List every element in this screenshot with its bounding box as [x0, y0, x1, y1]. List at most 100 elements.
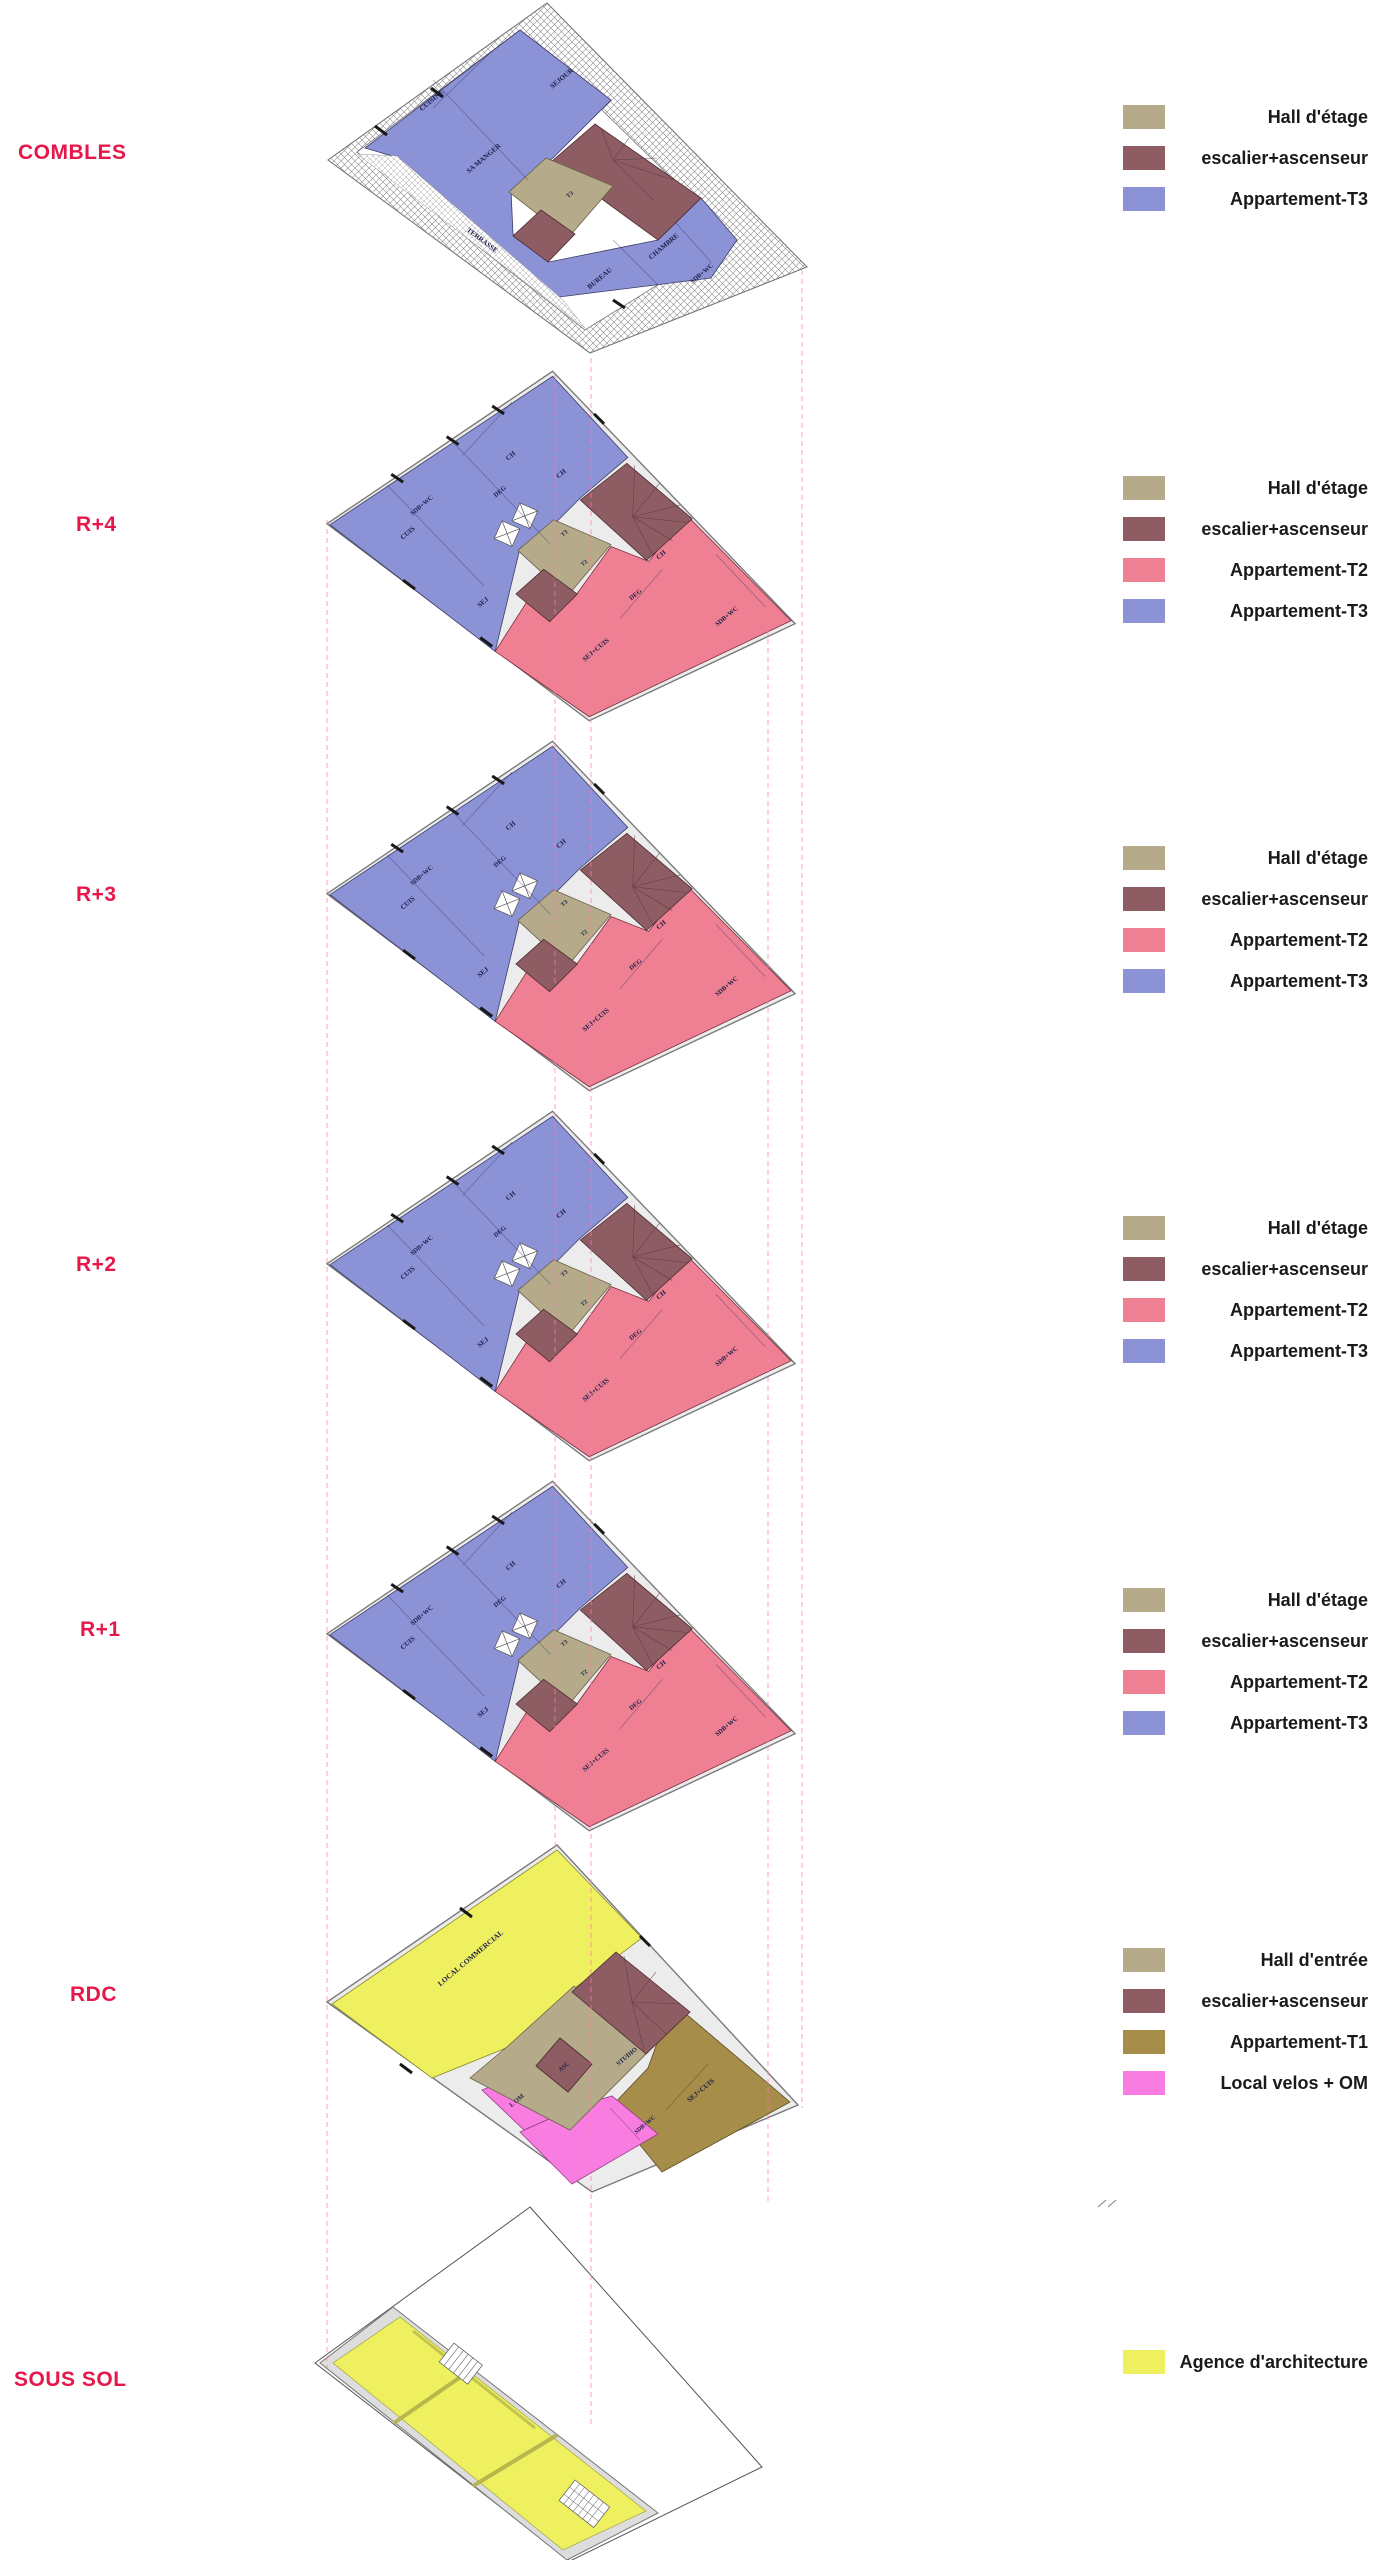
break-mark [1097, 2199, 1117, 2208]
interior-partitions [609, 2063, 709, 2141]
legend-swatch [1123, 1257, 1165, 1281]
legend-soussol: Agence d'architecture [1123, 2350, 1368, 2374]
legend-swatch [1123, 1216, 1165, 1240]
grid-block [558, 2479, 611, 2529]
legend-swatch [1123, 2030, 1165, 2054]
legend-label: Appartement-T2 [1229, 930, 1368, 950]
plan-combles: CUISINE SEJOUR SA MANGER CHAMBRE BUREAU … [327, 2, 808, 354]
elevator-core [512, 209, 576, 263]
legend-item: Hall d'étage [1123, 105, 1368, 129]
legend-item: Hall d'étage [1123, 476, 1368, 500]
plan-r2 [318, 1106, 803, 1468]
legend-r3: Hall d'étage escalier+ascenseur Appartem… [1123, 846, 1368, 993]
plan-r1 [318, 1476, 803, 1838]
legend-item: Appartement-T3 [1123, 599, 1368, 623]
stair-fan [600, 127, 674, 201]
legend-swatch [1123, 558, 1165, 582]
wall-ticks [399, 1906, 652, 2075]
legend-item: Appartement-T2 [1123, 558, 1368, 582]
legend-label: Hall d'étage [1267, 848, 1368, 868]
legend-swatch [1123, 846, 1165, 870]
stair-core [550, 123, 702, 241]
floor-label-r4: R+4 [76, 513, 117, 536]
plan-r3 [318, 736, 803, 1098]
legend-rdc: Hall d'entrée escalier+ascenseur Apparte… [1123, 1948, 1368, 2095]
plan-r4 [318, 366, 803, 728]
legend-item: Agence d'architecture [1123, 2350, 1368, 2374]
legend-item: Hall d'étage [1123, 1588, 1368, 1612]
legend-swatch [1123, 146, 1165, 170]
floor-label-r2: R+2 [76, 1253, 117, 1276]
room-label: T3 [566, 191, 575, 200]
legend-swatch [1123, 517, 1165, 541]
legend-label: Hall d'étage [1267, 1590, 1368, 1610]
legend-swatch [1123, 1711, 1165, 1735]
legend-label: Appartement-T3 [1229, 189, 1368, 209]
legend-combles: Hall d'étage escalier+ascenseur Appartem… [1123, 105, 1368, 211]
legend-swatch [1123, 599, 1165, 623]
legend-label: Appartement-T3 [1229, 971, 1368, 991]
legend-item: escalier+ascenseur [1123, 146, 1368, 170]
legend-swatch [1123, 2071, 1165, 2095]
stair-fan [623, 1955, 681, 2051]
legend-item: escalier+ascenseur [1123, 887, 1368, 911]
legend-label: Appartement-T3 [1229, 1341, 1368, 1361]
legend-label: Local velos + OM [1220, 2073, 1368, 2093]
legend-r2: Hall d'étage escalier+ascenseur Appartem… [1123, 1216, 1368, 1363]
legend-label: Appartement-T3 [1229, 1713, 1368, 1733]
legend-swatch [1123, 1298, 1165, 1322]
legend-swatch [1123, 2350, 1165, 2374]
legend-label: escalier+ascenseur [1201, 889, 1368, 909]
legend-swatch [1123, 1670, 1165, 1694]
legend-item: Appartement-T3 [1123, 969, 1368, 993]
legend-label: Appartement-T2 [1229, 560, 1368, 580]
legend-swatch [1123, 1588, 1165, 1612]
legend-item: escalier+ascenseur [1123, 1257, 1368, 1281]
floor-label-rdc: RDC [70, 1983, 117, 2006]
legend-label: escalier+ascenseur [1201, 1259, 1368, 1279]
legend-swatch [1123, 969, 1165, 993]
legend-label: Hall d'étage [1267, 478, 1368, 498]
legend-label: Hall d'étage [1267, 1218, 1368, 1238]
legend-item: Hall d'étage [1123, 846, 1368, 870]
legend-swatch [1123, 476, 1165, 500]
legend-item: Hall d'étage [1123, 1216, 1368, 1240]
legend-swatch [1123, 1629, 1165, 1653]
legend-item: escalier+ascenseur [1123, 1629, 1368, 1653]
plan-rdc: LOCAL COMMERCIAL STUDIO ASC L OM SEJ+CUI… [325, 1844, 800, 2193]
legend-label: Appartement-T3 [1229, 601, 1368, 621]
legend-label: Hall d'étage [1267, 107, 1368, 127]
legend-label: Appartement-T2 [1229, 1300, 1368, 1320]
legend-r1: Hall d'étage escalier+ascenseur Appartem… [1123, 1588, 1368, 1735]
legend-item: Appartement-T2 [1123, 1298, 1368, 1322]
interior-partitions [432, 51, 712, 286]
plan-soussol [314, 2206, 763, 2560]
legend-label: Appartement-T2 [1229, 1672, 1368, 1692]
floor-label-combles: COMBLES [18, 141, 127, 164]
legend-label: escalier+ascenseur [1201, 1991, 1368, 2011]
legend-label: Hall d'entrée [1260, 1950, 1368, 1970]
elevator-core [535, 2037, 593, 2093]
floor-label-r1: R+1 [80, 1618, 121, 1641]
legend-item: Appartement-T1 [1123, 2030, 1368, 2054]
legend-swatch [1123, 1948, 1165, 1972]
legend-item: Appartement-T3 [1123, 1711, 1368, 1735]
legend-item: Appartement-T3 [1123, 187, 1368, 211]
legend-item: Appartement-T2 [1123, 1670, 1368, 1694]
legend-label: Agence d'architecture [1179, 2352, 1368, 2372]
legend-label: escalier+ascenseur [1201, 519, 1368, 539]
floor-label-r3: R+3 [76, 883, 117, 906]
legend-item: escalier+ascenseur [1123, 1989, 1368, 2013]
legend-item: Hall d'entrée [1123, 1948, 1368, 1972]
legend-label: Appartement-T1 [1229, 2032, 1368, 2052]
legend-label: escalier+ascenseur [1201, 1631, 1368, 1651]
legend-r4: Hall d'étage escalier+ascenseur Appartem… [1123, 476, 1368, 623]
legend-swatch [1123, 1339, 1165, 1363]
floor-label-soussol: SOUS SOL [14, 2368, 127, 2391]
legend-swatch [1123, 928, 1165, 952]
legend-swatch [1123, 187, 1165, 211]
interior-partitions [392, 2367, 559, 2488]
legend-item: escalier+ascenseur [1123, 517, 1368, 541]
legend-item: Appartement-T3 [1123, 1339, 1368, 1363]
